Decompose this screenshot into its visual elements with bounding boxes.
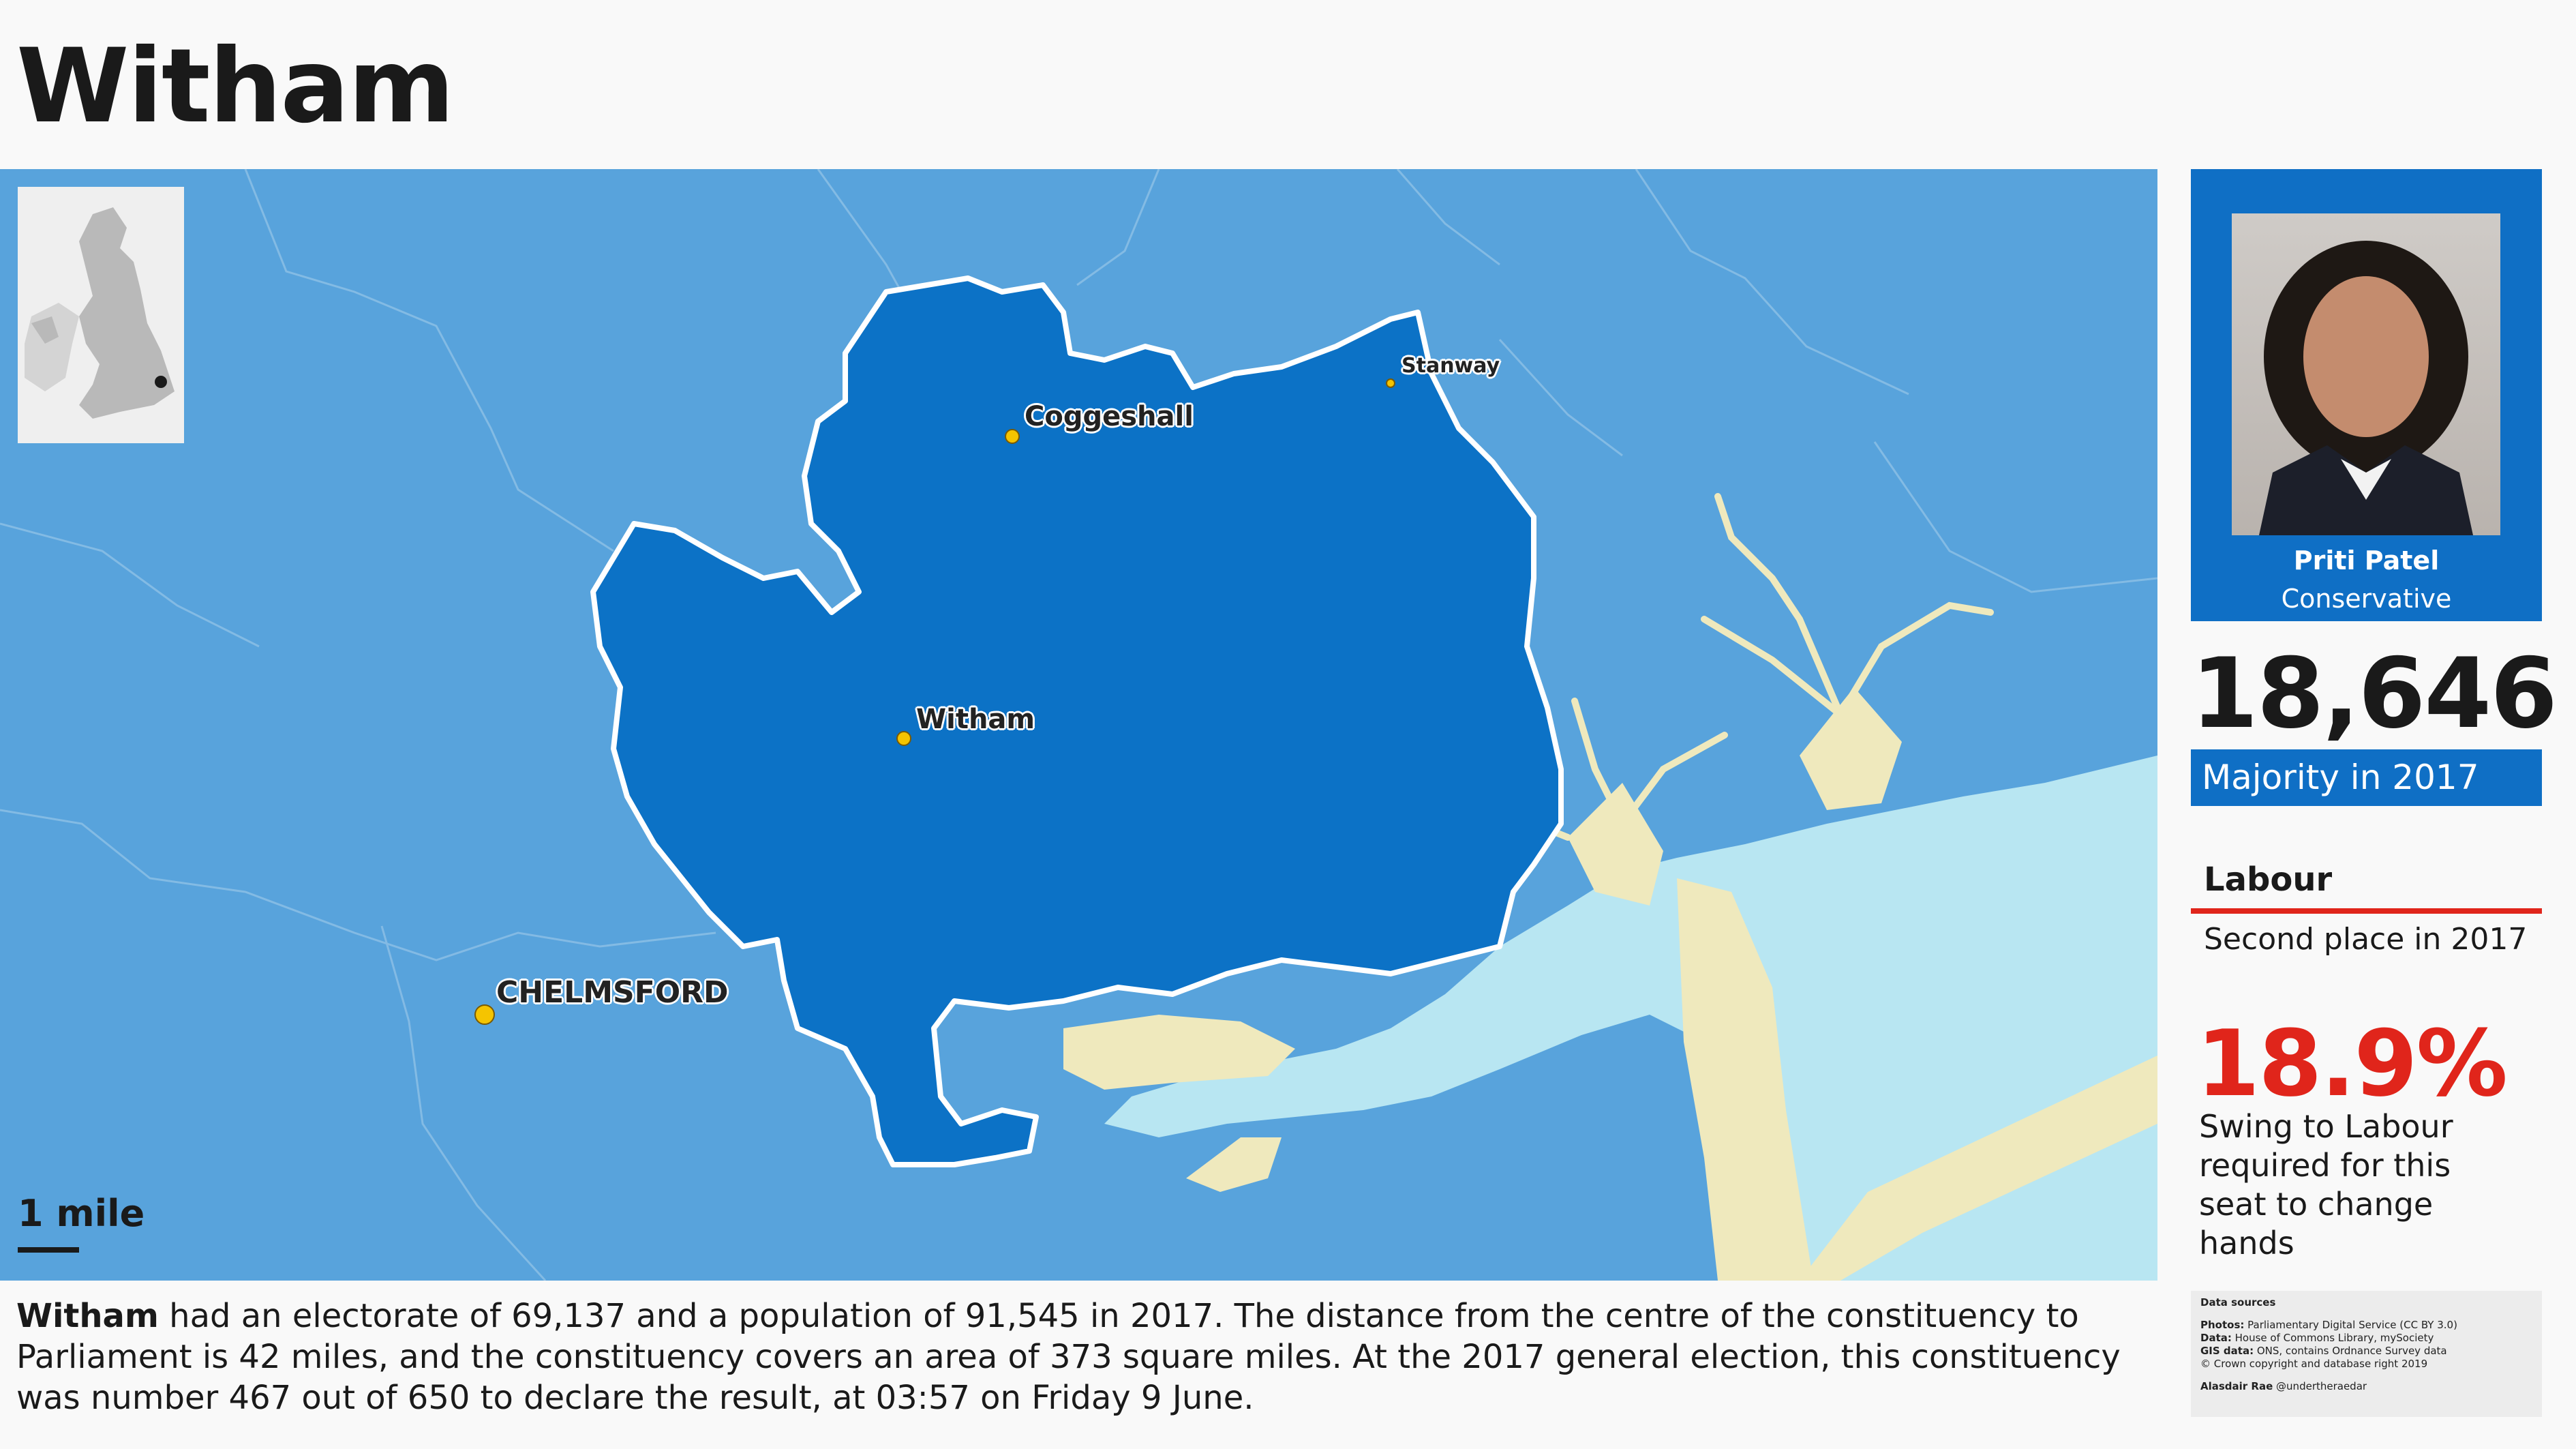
scale-bar: [18, 1247, 79, 1253]
map-canvas: [0, 169, 2157, 1281]
sources-photos-label: Photos:: [2200, 1319, 2245, 1331]
chelmsford-marker: [474, 1004, 495, 1025]
coggeshall-marker: [1005, 429, 1020, 444]
uk-outline: [25, 207, 175, 419]
sources-data-text: House of Commons Library, mySociety: [2231, 1332, 2434, 1344]
label-witham: Witham: [916, 704, 1035, 735]
town-markers: [474, 378, 1395, 1025]
second-label: Second place in 2017: [2204, 922, 2528, 957]
page-title: Witham: [16, 27, 455, 146]
second-party: Labour: [2204, 861, 2333, 899]
sources-author-label: Alasdair Rae: [2200, 1380, 2273, 1392]
witham-constituency: [590, 275, 1564, 1167]
sources-gis-text: ONS, contains Ordnance Survey data: [2254, 1345, 2447, 1357]
majority-label: Majority in 2017: [2191, 749, 2542, 806]
majority-value: 18,646: [2191, 638, 2558, 750]
label-stanway: Stanway: [1401, 354, 1500, 378]
majority-label-text: Majority in 2017: [2202, 758, 2479, 797]
mp-name: Priti Patel: [2293, 546, 2440, 576]
sources-photos-text: Parliamentary Digital Service (CC BY 3.0…: [2244, 1319, 2457, 1331]
constituency-map: [0, 169, 2157, 1281]
sources-gis-label: GIS data:: [2200, 1345, 2254, 1357]
description-text: had an electorate of 69,137 and a popula…: [16, 1297, 2121, 1417]
sources-data: Data: House of Commons Library, mySociet…: [2200, 1332, 2457, 1345]
portrait-placeholder: [2259, 241, 2473, 535]
witham-marker: [896, 731, 911, 746]
sources-heading: Data sources: [2200, 1296, 2276, 1309]
sources-author-text: @undertheraedar: [2273, 1380, 2367, 1392]
label-coggeshall: Coggeshall: [1025, 401, 1194, 432]
sources-gis: GIS data: ONS, contains Ordnance Survey …: [2200, 1345, 2457, 1358]
second-party-rule: [2191, 908, 2542, 914]
sources-photos: Photos: Parliamentary Digital Service (C…: [2200, 1319, 2457, 1332]
scale-label: 1 mile: [18, 1192, 145, 1235]
sea: [1104, 756, 2157, 1281]
stanway-marker: [1386, 378, 1395, 388]
description-name: Witham: [16, 1297, 159, 1335]
sources-copyright: © Crown copyright and database right 201…: [2200, 1358, 2428, 1370]
location-dot: [155, 376, 167, 388]
swing-label: Swing to Labour required for this seat t…: [2199, 1108, 2453, 1261]
sources-author: Alasdair Rae @undertheraedar: [2200, 1380, 2457, 1393]
mp-card: Priti Patel Conservative: [2191, 169, 2542, 621]
uk-inset-map: [18, 187, 184, 443]
mp-photo: [2232, 213, 2500, 535]
data-sources: Data sources Photos: Parliamentary Digit…: [2191, 1291, 2542, 1417]
label-chelmsford: CHELMSFORD: [496, 975, 729, 1010]
mudflats: [1063, 687, 2157, 1281]
mp-party: Conservative: [2281, 584, 2452, 614]
constituency-description: Witham had an electorate of 69,137 and a…: [16, 1296, 2143, 1418]
sources-data-label: Data:: [2200, 1332, 2232, 1344]
district-boundaries: [0, 169, 2157, 1281]
swing-value: 18.9%: [2196, 1011, 2508, 1117]
